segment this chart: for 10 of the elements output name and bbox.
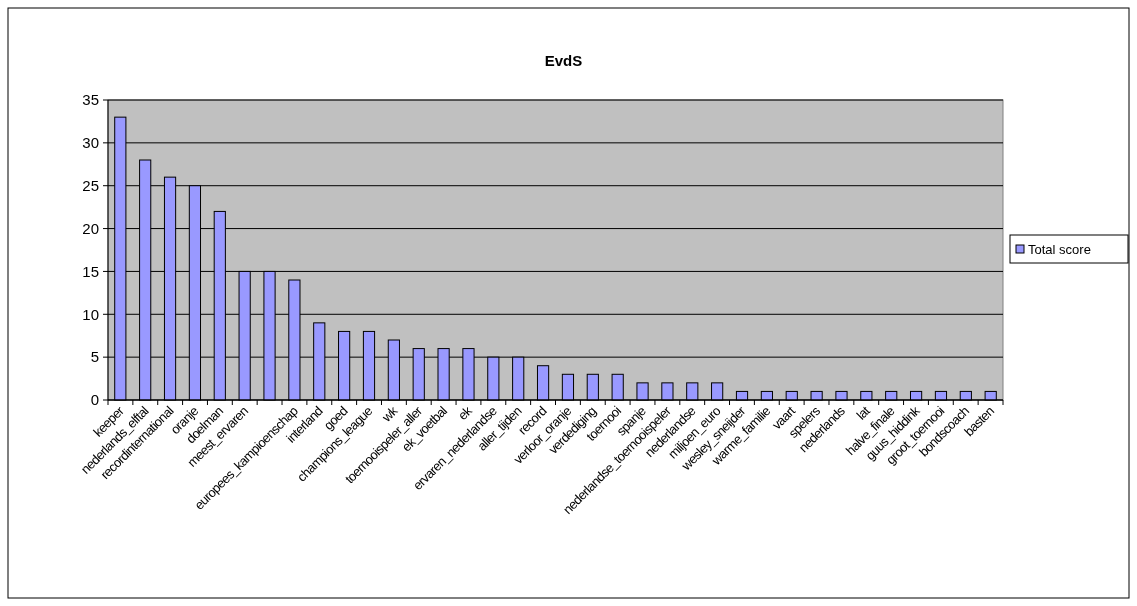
y-tick-label: 15 [82,262,99,280]
chart-title: EvdS [544,52,583,69]
y-tick-label: 25 [82,176,99,194]
y-tick-label: 30 [82,134,99,152]
y-tick-label: 5 [90,348,99,366]
y-tick-label: 10 [82,305,99,323]
y-tick-label: 20 [82,219,99,237]
legend-label: Total score [1028,241,1091,257]
y-tick-label: 35 [82,91,99,109]
y-tick-label: 0 [90,391,99,409]
